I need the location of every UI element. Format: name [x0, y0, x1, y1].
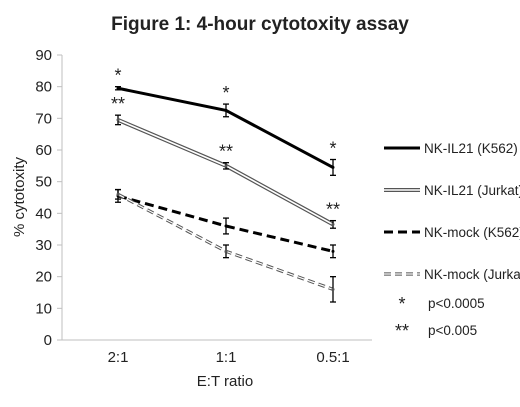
- x-tick-label: 1:1: [216, 349, 237, 366]
- data-point: [331, 287, 335, 291]
- key-label: p<0.005: [428, 323, 477, 338]
- legend-label: NK-IL21 (K562): [424, 141, 518, 156]
- legend-label: NK-mock (K562): [424, 225, 520, 240]
- x-axis-label: E:T ratio: [197, 373, 253, 390]
- key-label: p<0.0005: [428, 296, 485, 311]
- y-tick-label: 0: [44, 332, 52, 349]
- y-tick-label: 90: [35, 47, 52, 64]
- key-symbol: **: [395, 321, 409, 341]
- data-point: [116, 86, 120, 90]
- y-axis-label: % cytotoxity: [11, 156, 28, 237]
- data-point: [224, 249, 228, 253]
- data-point: [331, 165, 335, 169]
- data-point: [331, 249, 335, 253]
- y-tick-label: 70: [35, 110, 52, 127]
- x-tick-label: 0.5:1: [316, 349, 349, 366]
- significance-annotation: *: [222, 83, 229, 103]
- data-point: [224, 108, 228, 112]
- y-tick-label: 80: [35, 79, 52, 96]
- significance-annotation: *: [114, 66, 121, 86]
- y-tick-label: 20: [35, 269, 52, 286]
- significance-annotation: **: [111, 94, 125, 114]
- data-point: [224, 224, 228, 228]
- y-tick-label: 10: [35, 300, 52, 317]
- legend-label: NK-mock (Jurkat): [424, 267, 520, 282]
- y-tick-label: 40: [35, 205, 52, 222]
- chart-title: Figure 1: 4-hour cytotoxity assay: [111, 14, 409, 35]
- y-tick-label: 30: [35, 237, 52, 254]
- significance-key: * p<0.0005 ** p<0.005: [395, 294, 485, 341]
- key-symbol: *: [398, 294, 405, 314]
- data-point: [331, 222, 335, 226]
- legend-label: NK-IL21 (Jurkat): [424, 183, 520, 198]
- y-tick-label: 60: [35, 142, 52, 159]
- data-point: [116, 192, 120, 196]
- significance-annotation: **: [326, 200, 340, 220]
- y-tick-label: 50: [35, 174, 52, 191]
- legend: NK-IL21 (K562) NK-IL21 (Jurkat) NK-mock (K…: [384, 141, 520, 282]
- data-point: [116, 118, 120, 122]
- significance-annotation: **: [219, 142, 233, 162]
- significance-annotation: *: [329, 139, 336, 159]
- x-tick-label: 2:1: [108, 349, 129, 366]
- data-point: [224, 164, 228, 168]
